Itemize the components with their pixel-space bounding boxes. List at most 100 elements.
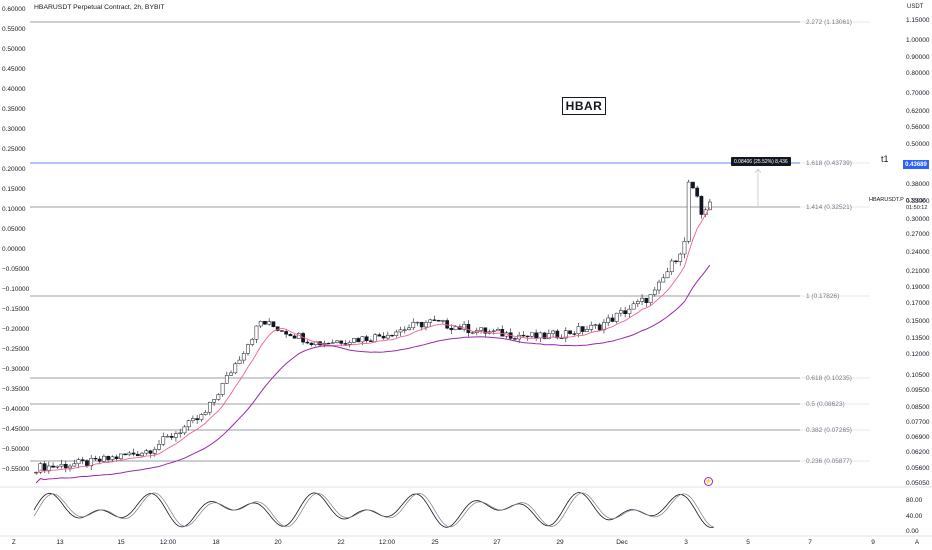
candle-body [110,456,115,460]
time-axis-tick: 12:00 [160,539,177,546]
candle-body [419,321,424,328]
fib-level-label: 0.236 (0.05877) [806,458,852,465]
candle-body [585,329,589,332]
measure-arrowhead [754,168,762,174]
candle-body [157,444,161,450]
candle-body [635,301,640,305]
candle-body [623,310,628,315]
candle-body [174,433,178,438]
candle-body [335,340,339,343]
time-axis-tick: 29 [556,539,564,546]
candle-body [695,187,700,197]
candle-body [415,321,420,324]
candle-body [424,322,428,328]
candle-body [258,321,263,327]
auto-scale-button[interactable]: A [915,540,920,546]
target-label: t1 [881,154,889,164]
candle-body [38,463,43,473]
candle-body [233,363,238,374]
candle-body [449,327,454,331]
candle-body [59,463,64,467]
candle-body [691,181,695,189]
candle-body [546,333,551,340]
time-axis-tick: 3 [684,539,688,546]
candle-body [610,317,615,322]
candle-body [661,277,666,283]
candle-body [254,325,259,340]
right-axis-tick: 0.90000 [906,54,930,61]
candle-body [402,329,407,331]
right-axis-tick: 0.05600 [906,465,930,472]
left-axis-tick: −0.15000 [2,306,30,313]
left-axis-tick: −0.25000 [2,346,30,353]
candle-body [377,334,382,337]
candle-body [369,340,373,342]
right-axis-tick: 0.05050 [906,480,930,487]
lightning-icon[interactable]: ⚡ [704,477,713,486]
time-axis-tick: 7 [808,539,812,546]
left-axis-tick: 0.45000 [2,66,26,73]
oscillator-axis-tick: 80.00 [906,497,923,504]
candle-body [140,452,144,457]
candle-body [593,324,598,326]
candle-body [555,330,560,339]
candle-body [708,201,712,211]
candle-body [326,342,331,345]
candle-body [152,449,157,454]
left-axis-tick: 0.15000 [2,186,26,193]
candle-body [407,327,411,331]
candle-body [483,327,488,334]
candle-body [513,338,517,340]
candle-body [441,320,445,322]
time-axis-tick: 15 [117,539,125,546]
candle-body [195,418,200,421]
candle-body [640,297,644,302]
symbol-annotation-box[interactable]: HBAR [562,97,606,115]
candle-body [68,465,72,469]
stochastic-k-line [33,492,715,528]
candle-body [144,450,149,454]
candle-body [106,455,111,460]
candle-body [178,432,183,434]
candle-body [46,465,51,472]
fib-level-label: 1.618 (0.43739) [806,160,852,167]
right-axis-tick: 0.15000 [906,318,930,325]
candle-body [572,333,577,335]
fib-level-label: 1 (0.17826) [806,293,839,300]
candle-body [102,455,106,462]
right-axis-tick: 0.50000 [906,141,930,148]
right-axis-tick: 0.10500 [906,372,930,379]
left-axis-tick: −0.45000 [2,426,30,433]
oscillator-axis-tick: 40.00 [906,513,923,520]
left-axis-tick: 0.50000 [2,46,26,53]
right-axis-tick: 0.09500 [906,387,930,394]
candle-body [76,459,81,465]
left-axis-tick: 0.20000 [2,166,26,173]
candle-body [580,326,585,332]
right-axis-tick: 0.08500 [906,404,930,411]
candle-body [224,375,229,384]
candle-body [207,402,212,413]
right-axis-tick: 0.24000 [906,249,930,256]
candle-body [199,414,204,421]
currency-label[interactable]: USDT [907,4,924,10]
candle-body [72,463,77,467]
left-axis-tick: 0.55000 [2,26,26,33]
bar-countdown: 01:50:12 [906,205,928,211]
candle-body [220,383,225,395]
candle-body [93,457,98,460]
candle-body [309,342,314,345]
candle-body [271,321,276,328]
right-axis-tick: 0.33000 [906,198,930,205]
left-axis-tick: −0.40000 [2,406,30,413]
candle-body [165,435,170,438]
timezone-icon[interactable]: Z [12,540,16,546]
candle-body [352,338,356,343]
candle-body [432,319,437,321]
candle-body [114,456,119,460]
left-axis-tick: 0.10000 [2,206,26,213]
fib-level-label: 0.382 (0.07265) [806,427,852,434]
candle-body [665,271,670,279]
